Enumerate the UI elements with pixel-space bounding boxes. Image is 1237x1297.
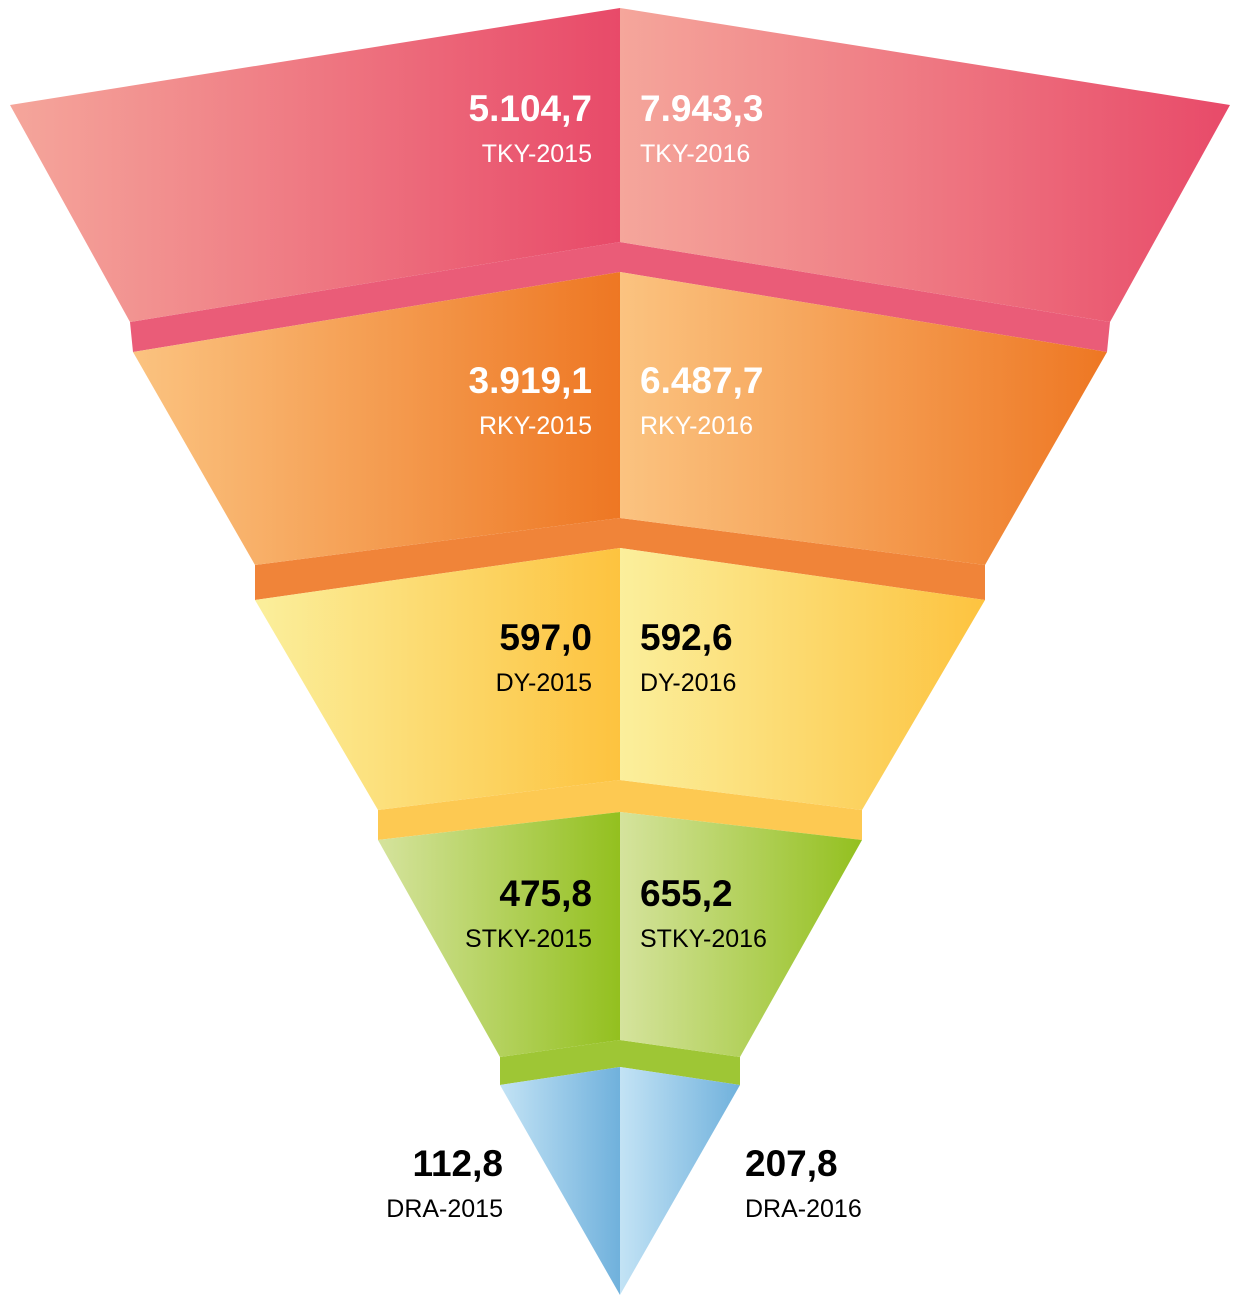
category-label: RKY-2015	[479, 412, 592, 440]
value-label: 597,0	[499, 617, 592, 658]
funnel-segment	[620, 812, 862, 1057]
funnel-segment	[620, 548, 985, 810]
category-label: STKY-2016	[640, 925, 767, 953]
level-underside	[255, 518, 985, 600]
funnel-segment	[133, 272, 620, 565]
value-label: 5.104,7	[469, 88, 592, 129]
category-label: DY-2016	[640, 669, 736, 697]
value-label: 207,8	[745, 1143, 838, 1184]
funnel-segment	[620, 272, 1107, 565]
funnel-segment	[255, 548, 620, 810]
funnel-segment	[500, 1067, 620, 1295]
level-underside	[500, 1040, 740, 1085]
category-label: STKY-2015	[465, 925, 592, 953]
value-label: 112,8	[412, 1143, 503, 1184]
level-underside	[130, 242, 1110, 352]
funnel-segment	[620, 1067, 740, 1295]
funnel-segment	[10, 8, 620, 322]
category-label: RKY-2016	[640, 412, 753, 440]
value-label: 592,6	[640, 617, 733, 658]
funnel-segment	[620, 8, 1230, 322]
value-label: 6.487,7	[640, 360, 763, 401]
value-label: 7.943,3	[640, 88, 763, 129]
category-label: DY-2015	[496, 669, 592, 697]
funnel-segment	[378, 812, 620, 1057]
value-label: 3.919,1	[469, 360, 592, 401]
category-label: TKY-2016	[640, 140, 750, 168]
category-label: TKY-2015	[482, 140, 592, 168]
category-label: DRA-2015	[386, 1195, 503, 1223]
value-label: 475,8	[499, 873, 592, 914]
category-label: DRA-2016	[745, 1195, 862, 1223]
value-label: 655,2	[640, 873, 733, 914]
